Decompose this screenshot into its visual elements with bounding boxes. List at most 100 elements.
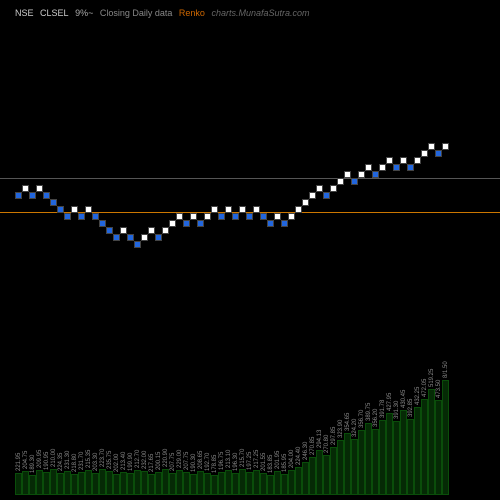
renko-brick [232,213,239,220]
volume-label: 213.10 [226,450,232,468]
renko-brick [344,171,351,178]
volume-label: 354.65 [345,413,351,431]
renko-brick [365,164,372,171]
volume-label: 197.25 [247,452,253,470]
renko-brick [414,157,421,164]
renko-brick [218,213,225,220]
volume-label: 427.95 [387,393,393,411]
volume-bar [393,421,400,495]
renko-brick [407,164,414,171]
renko-brick [176,213,183,220]
volume-bar [421,399,428,495]
renko-brick [267,220,274,227]
volume-bar [225,470,232,495]
volume-bar [316,450,323,495]
volume-bar [428,389,435,495]
volume-bar [435,400,442,495]
volume-bar [57,473,64,495]
volume-bar [64,471,71,495]
volume-label: 212.70 [135,450,141,468]
volume-label: 207.75 [170,453,176,471]
volume-bar [190,474,197,495]
renko-brick [113,234,120,241]
type-label: Renko [179,8,205,18]
renko-brick [316,185,323,192]
pct-label: 9%~ [75,8,93,18]
renko-brick [253,206,260,213]
renko-brick [127,234,134,241]
volume-bar [36,470,43,495]
volume-bar [267,475,274,495]
volume-label: 210.00 [51,449,57,467]
renko-brick [106,227,113,234]
volume-bar [197,471,204,495]
volume-bar [239,469,246,495]
desc-label: Closing Daily data [100,8,173,18]
renko-brick [295,206,302,213]
volume-bar [43,472,50,495]
volume-bar [337,440,344,495]
renko-brick [330,185,337,192]
volume-label: 202.00 [114,454,120,472]
volume-label: 190.30 [191,454,197,472]
volume-bar [414,407,421,495]
renko-brick [43,192,50,199]
volume-bar [330,447,337,495]
volume-label: 217.25 [254,450,260,468]
renko-brick [428,143,435,150]
volume-bar [309,457,316,495]
volume-bar [92,473,99,495]
renko-brick [78,213,85,220]
volume-bar [379,420,386,495]
volume-bar [85,470,92,495]
renko-brick [134,241,141,248]
volume-bar [295,467,302,495]
volume-label: 207.75 [184,452,190,470]
volume-label: 220.90 [163,449,169,467]
renko-brick [204,213,211,220]
renko-brick [260,213,267,220]
volume-bar [120,472,127,495]
volume-label: 223.70 [100,449,106,467]
volume-label: 229.00 [177,450,183,468]
volume-bar [442,380,449,495]
renko-brick [22,185,29,192]
volume-label: 190.95 [44,452,50,470]
renko-brick [337,178,344,185]
volume-bar [232,473,239,495]
volume-label: 204.00 [289,450,295,468]
volume-bar [148,474,155,495]
renko-brick [435,150,442,157]
volume-label: 8/1.50 [443,361,449,378]
renko-brick [141,234,148,241]
volume-bar [204,473,211,495]
volume-bar [134,470,141,495]
renko-brick [379,164,386,171]
volume-label: 231.30 [65,451,71,469]
exchange-label: NSE [15,8,34,18]
volume-bar [386,413,393,495]
renko-brick [71,206,78,213]
volume-label: 519.25 [429,369,435,387]
renko-brick [64,213,71,220]
renko-brick [57,206,64,213]
volume-bar [99,469,106,495]
chart-container: NSE CLSEL 9%~ Closing Daily data Renko c… [0,0,500,500]
renko-brick [120,227,127,234]
volume-bar [169,473,176,495]
volume-bar [365,423,372,495]
volume-bar [162,469,169,495]
volume-label: 430.45 [401,390,407,408]
renko-brick [225,206,232,213]
volume-label: 213.40 [121,452,127,470]
renko-brick [421,150,428,157]
renko-brick [92,213,99,220]
renko-brick [246,213,253,220]
renko-brick [274,213,281,220]
renko-brick [162,227,169,234]
renko-brick [29,192,36,199]
volume-label: 231.70 [79,452,85,470]
renko-brick [302,199,309,206]
volume-bar [400,410,407,495]
volume-label: 199.90 [128,453,134,471]
